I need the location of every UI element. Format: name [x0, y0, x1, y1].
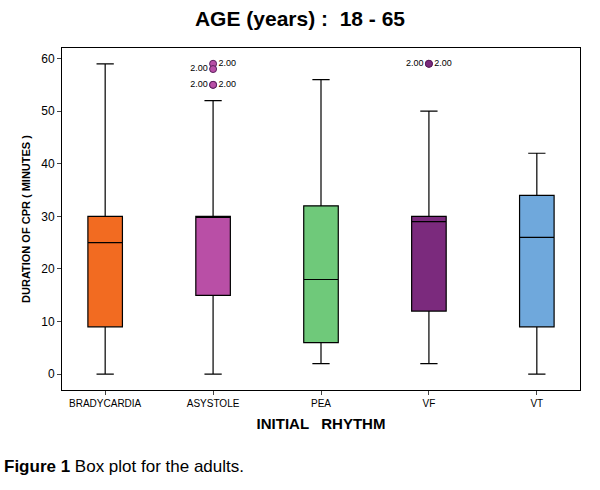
svg-text:2.00: 2.00	[218, 79, 236, 89]
svg-text:2.00: 2.00	[190, 79, 208, 89]
svg-text:50: 50	[41, 104, 55, 118]
html-text:Figure 1 Box plot for the adul: Figure 1 Box plot for the adults.	[4, 457, 244, 476]
svg-text:20: 20	[41, 262, 55, 276]
svg-text:2.00: 2.00	[190, 63, 208, 73]
svg-text:VF: VF	[423, 398, 436, 409]
svg-text:60: 60	[41, 52, 55, 66]
svg-text:AGE (years) : 18 - 65: AGE (years) : 18 - 65	[195, 7, 405, 30]
svg-text:0: 0	[48, 367, 55, 381]
svg-text:30: 30	[41, 210, 55, 224]
svg-text:BRADYCARDIA: BRADYCARDIA	[69, 398, 142, 409]
svg-text:40: 40	[41, 157, 55, 171]
svg-text:DURATION OF CPR ( MINUTES ): DURATION OF CPR ( MINUTES )	[20, 135, 32, 303]
svg-text:PEA: PEA	[311, 398, 331, 409]
svg-text:ASYSTOLE: ASYSTOLE	[187, 398, 240, 409]
svg-text:INITIAL RHYTHM: INITIAL RHYTHM	[257, 415, 386, 432]
svg-text:10: 10	[41, 315, 55, 329]
svg-text:2.00: 2.00	[406, 58, 424, 68]
svg-text:2.00: 2.00	[218, 58, 236, 68]
svg-text:2.00: 2.00	[434, 58, 452, 68]
svg-text:VT: VT	[530, 398, 543, 409]
